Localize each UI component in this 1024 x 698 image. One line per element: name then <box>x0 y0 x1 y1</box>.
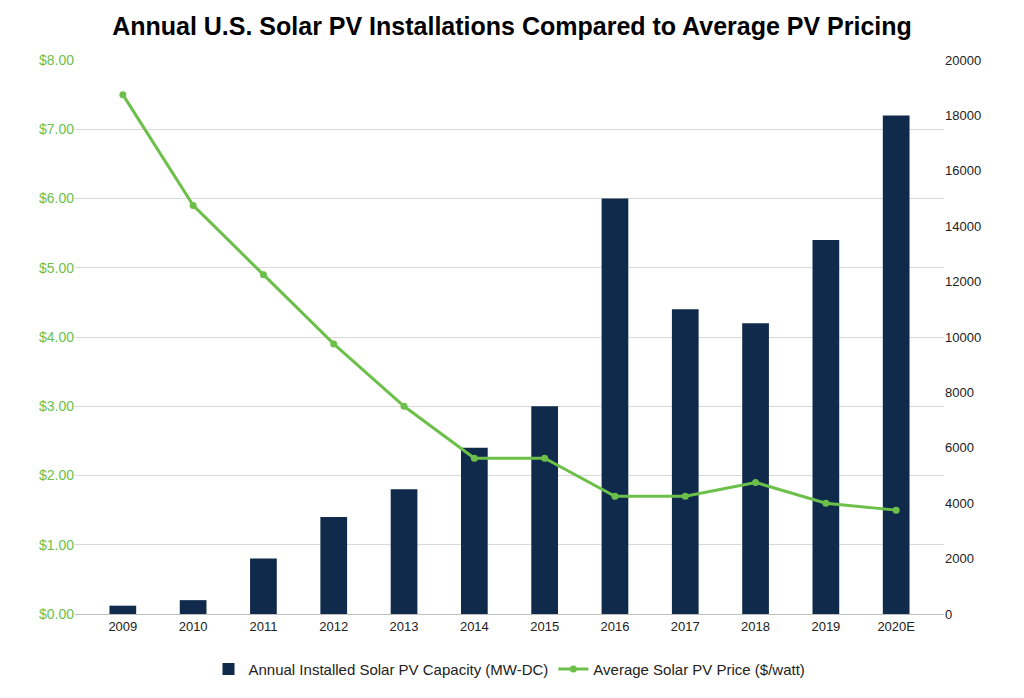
svg-text:Annual U.S. Solar PV Installat: Annual U.S. Solar PV Installations Compa… <box>112 12 912 40</box>
svg-text:$4.00: $4.00 <box>39 329 74 345</box>
svg-text:10000: 10000 <box>945 330 981 345</box>
svg-text:Average Solar PV Price ($/watt: Average Solar PV Price ($/watt) <box>593 661 804 678</box>
svg-text:2017: 2017 <box>671 619 700 634</box>
svg-text:2020E: 2020E <box>877 619 915 634</box>
svg-text:2015: 2015 <box>530 619 559 634</box>
svg-text:8000: 8000 <box>945 385 974 400</box>
svg-text:6000: 6000 <box>945 440 974 455</box>
svg-text:2009: 2009 <box>108 619 137 634</box>
svg-text:2019: 2019 <box>811 619 840 634</box>
svg-text:$2.00: $2.00 <box>39 467 74 483</box>
svg-text:$0.00: $0.00 <box>39 606 74 622</box>
svg-text:2010: 2010 <box>179 619 208 634</box>
svg-text:2014: 2014 <box>460 619 489 634</box>
svg-text:14000: 14000 <box>945 219 981 234</box>
svg-text:2013: 2013 <box>390 619 419 634</box>
svg-text:2012: 2012 <box>319 619 348 634</box>
svg-text:16000: 16000 <box>945 163 981 178</box>
svg-text:$1.00: $1.00 <box>39 537 74 553</box>
svg-text:$5.00: $5.00 <box>39 260 74 276</box>
svg-text:2018: 2018 <box>741 619 770 634</box>
svg-text:Annual Installed Solar PV Capa: Annual Installed Solar PV Capacity (MW-D… <box>249 661 549 678</box>
svg-text:4000: 4000 <box>945 496 974 511</box>
svg-text:$3.00: $3.00 <box>39 398 74 414</box>
svg-text:20000: 20000 <box>945 53 981 68</box>
svg-text:2016: 2016 <box>600 619 629 634</box>
svg-text:$6.00: $6.00 <box>39 190 74 206</box>
svg-text:2011: 2011 <box>249 619 277 634</box>
svg-text:12000: 12000 <box>945 274 981 289</box>
svg-text:$8.00: $8.00 <box>39 52 74 68</box>
svg-text:0: 0 <box>945 607 952 622</box>
svg-text:$7.00: $7.00 <box>39 121 74 137</box>
svg-text:18000: 18000 <box>945 108 981 123</box>
svg-text:2000: 2000 <box>945 551 974 566</box>
